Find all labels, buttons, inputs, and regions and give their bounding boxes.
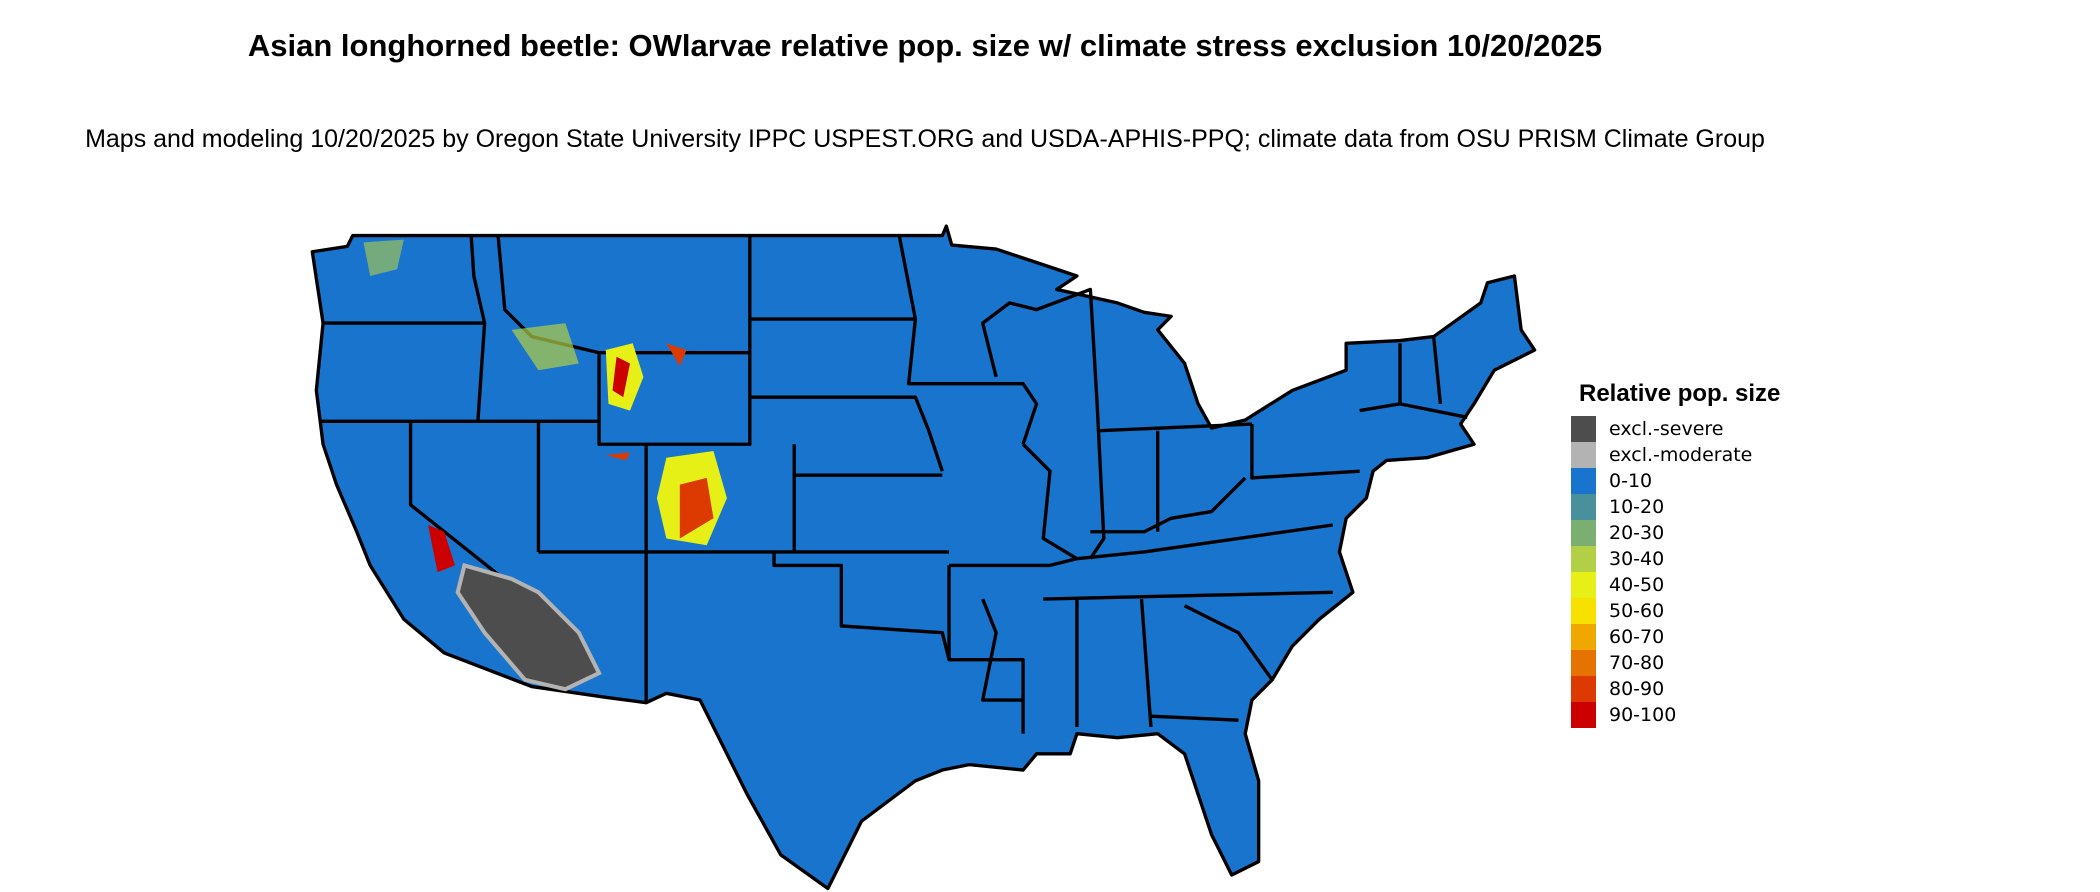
legend-item: excl.-severe	[1571, 416, 1780, 442]
legend-label: 60-70	[1609, 626, 1665, 648]
legend-label: 80-90	[1609, 678, 1665, 700]
legend-item: 40-50	[1571, 572, 1780, 598]
legend-label: 40-50	[1609, 574, 1665, 596]
legend-label: excl.-severe	[1609, 418, 1724, 440]
excluded-areas	[455, 562, 602, 692]
legend-swatch	[1571, 468, 1596, 494]
legend-item: 90-100	[1571, 702, 1780, 728]
legend-label: 10-20	[1609, 496, 1665, 518]
us-outline	[310, 224, 1537, 891]
legend-item: 20-30	[1571, 520, 1780, 546]
legend-label: excl.-moderate	[1609, 444, 1753, 466]
map-title: Asian longhorned beetle: OWlarvae relati…	[247, 28, 1603, 63]
legend-swatch	[1571, 520, 1596, 546]
legend: Relative pop. size excl.-severe excl.-mod…	[1571, 380, 1780, 728]
legend-label: 50-60	[1609, 600, 1665, 622]
legend-item: 50-60	[1571, 598, 1780, 624]
legend-label: 30-40	[1609, 548, 1665, 570]
map-subtitle: Maps and modeling 10/20/2025 by Oregon S…	[85, 125, 1765, 153]
legend-swatch	[1571, 676, 1596, 702]
legend-label: 70-80	[1609, 652, 1665, 674]
legend-label: 0-10	[1609, 470, 1653, 492]
legend-label: 20-30	[1609, 522, 1665, 544]
legend-item: excl.-moderate	[1571, 442, 1780, 468]
legend-swatch	[1571, 650, 1596, 676]
legend-swatch	[1571, 598, 1596, 624]
legend-item: 60-70	[1571, 624, 1780, 650]
legend-item: 10-20	[1571, 494, 1780, 520]
legend-item: 30-40	[1571, 546, 1780, 572]
legend-item: 70-80	[1571, 650, 1780, 676]
legend-label: 90-100	[1609, 704, 1677, 726]
legend-item: 0-10	[1571, 468, 1780, 494]
hotspots	[363, 239, 727, 573]
legend-swatch	[1571, 416, 1596, 442]
legend-swatch	[1571, 702, 1596, 728]
legend-swatch	[1571, 572, 1596, 598]
legend-swatch	[1571, 546, 1596, 572]
legend-item: 80-90	[1571, 676, 1780, 702]
legend-swatch	[1571, 624, 1596, 650]
state-borders	[319, 235, 1468, 734]
legend-title: Relative pop. size	[1579, 380, 1781, 407]
legend-swatch	[1571, 494, 1596, 520]
legend-swatch	[1571, 442, 1596, 468]
